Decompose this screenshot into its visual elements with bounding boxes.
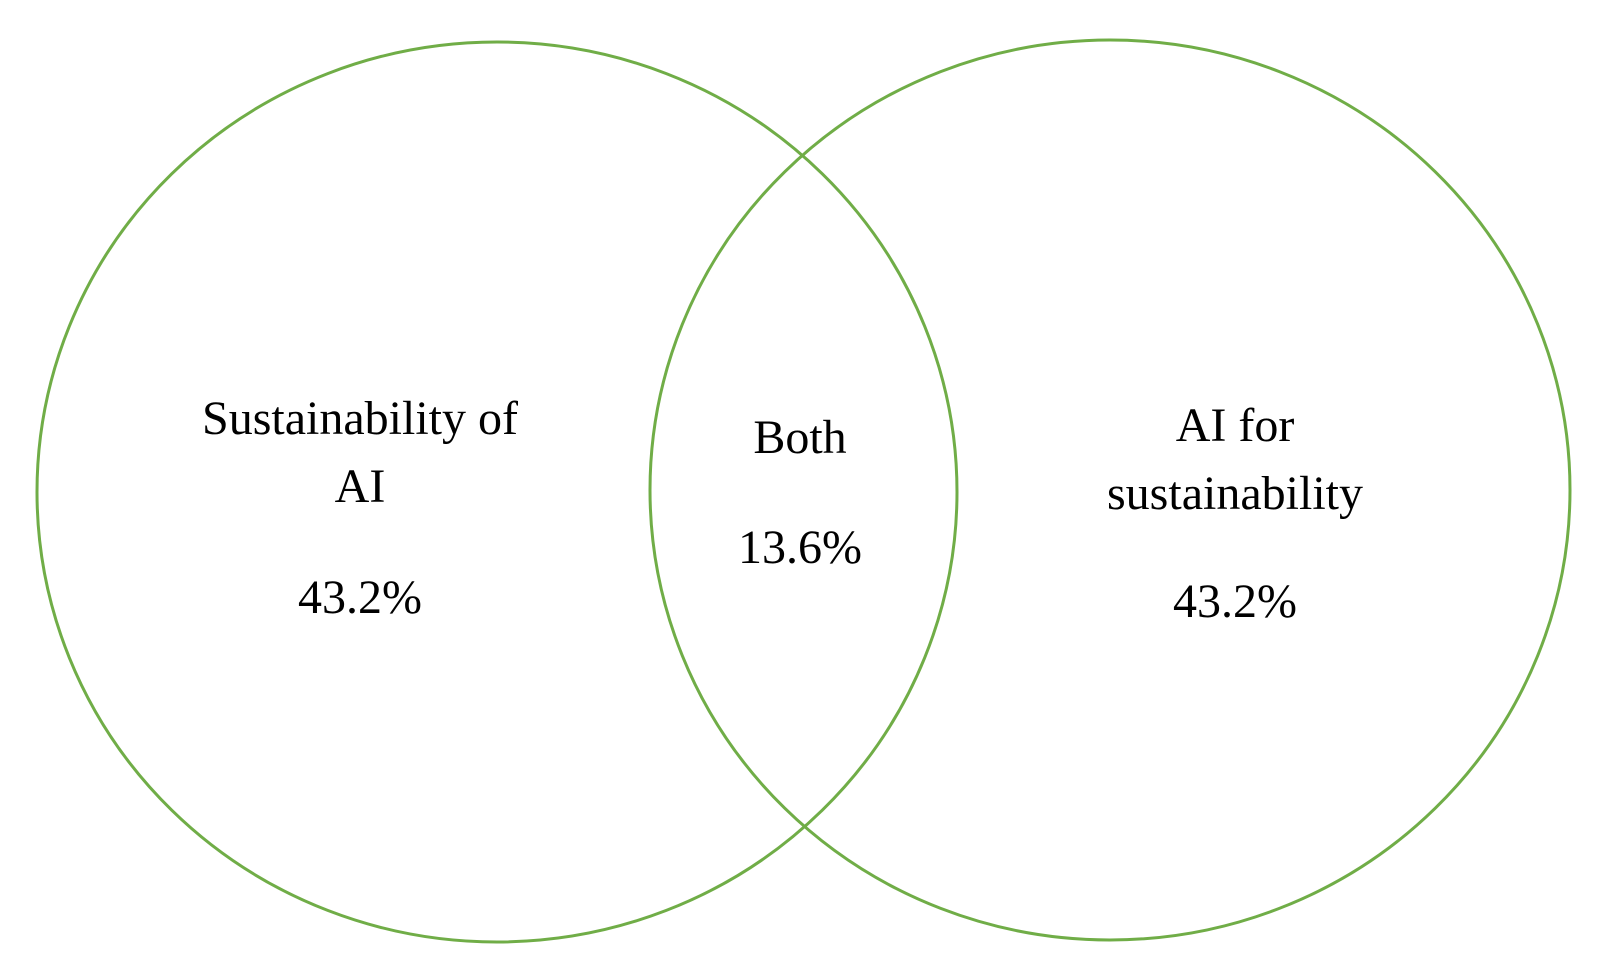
right-set-value: 43.2% bbox=[1173, 575, 1297, 628]
left-circle bbox=[35, 40, 959, 944]
overlap-value: 13.6% bbox=[738, 521, 862, 574]
left-set-label-line2: AI bbox=[334, 460, 386, 513]
overlap-label: Both bbox=[753, 411, 847, 464]
left-set-label-line1: Sustainability of bbox=[202, 392, 518, 445]
left-set-label: Sustainability of AI bbox=[160, 385, 560, 521]
left-set-value: 43.2% bbox=[298, 571, 422, 624]
right-set-label-line1: AI for bbox=[1175, 399, 1295, 452]
right-set-label-line2: sustainability bbox=[1107, 467, 1363, 520]
right-set-label: AI for sustainability bbox=[1035, 392, 1435, 528]
right-circle bbox=[648, 38, 1572, 942]
